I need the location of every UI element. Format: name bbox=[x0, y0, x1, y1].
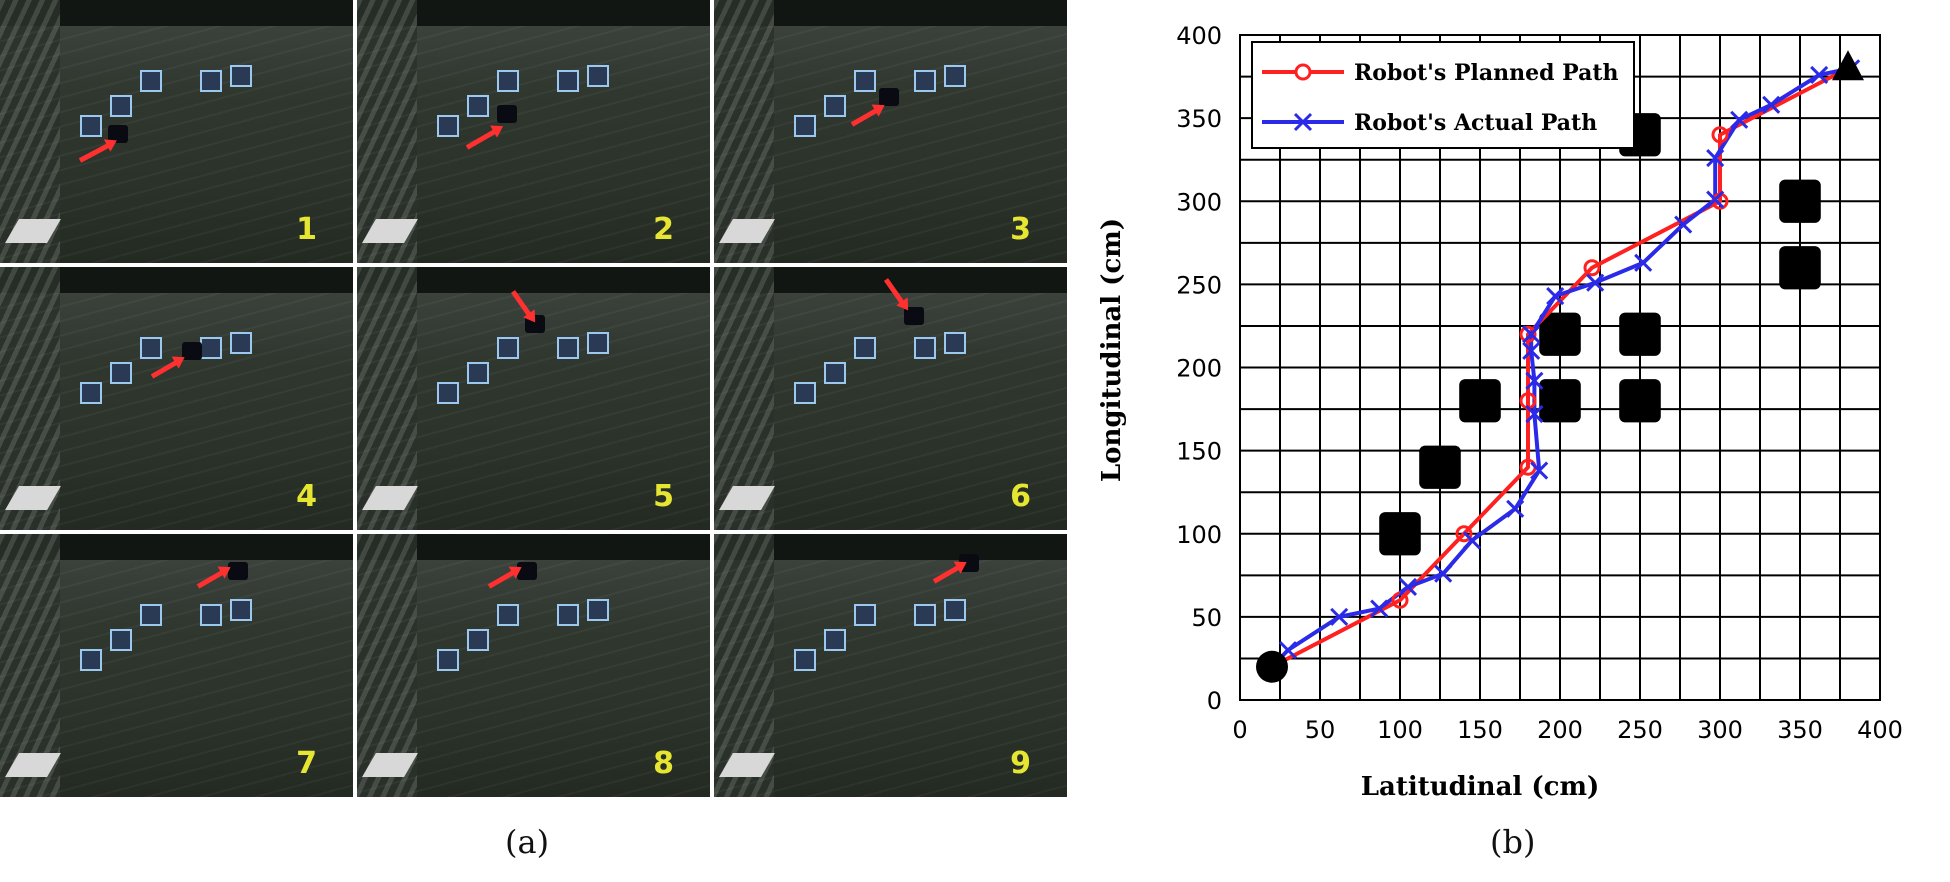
x-axis-label: Latitudinal (cm) bbox=[1361, 772, 1600, 800]
path-chart: 0 50 100 150 200 250 300 350 400 0 50 100 150 200 250 3… bbox=[1097, 22, 1903, 800]
frame-5: 5 bbox=[357, 267, 710, 530]
actual-point bbox=[1370, 599, 1389, 618]
planned-point bbox=[1455, 525, 1473, 543]
x-tick-label: 300 bbox=[1697, 716, 1743, 744]
actual-point bbox=[1810, 65, 1829, 84]
frame-2: 2 bbox=[357, 0, 710, 263]
legend-label-actual: Robot's Actual Path bbox=[1354, 110, 1597, 136]
actual-point bbox=[1525, 371, 1544, 390]
goal-marker bbox=[1832, 50, 1864, 81]
actual-point bbox=[1434, 564, 1453, 583]
x-tick-label: 0 bbox=[1232, 716, 1247, 744]
obstacle bbox=[1539, 379, 1581, 423]
actual-point bbox=[1462, 531, 1482, 550]
frame-number: 8 bbox=[653, 746, 674, 781]
frame-4: 4 bbox=[0, 267, 353, 530]
obstacle bbox=[1779, 179, 1821, 223]
frame-number: 3 bbox=[1010, 212, 1031, 247]
y-tick-label: 350 bbox=[1176, 105, 1222, 133]
actual-point bbox=[1730, 110, 1749, 129]
frame-number: 6 bbox=[1010, 479, 1031, 514]
caption-a: (a) bbox=[505, 823, 550, 861]
legend: Robot's Planned Path Robot's Actual Path bbox=[1251, 41, 1635, 149]
planned-point bbox=[1711, 126, 1729, 144]
frame-number: 2 bbox=[653, 212, 674, 247]
actual-point bbox=[1706, 148, 1725, 168]
actual-point bbox=[1762, 95, 1781, 114]
frame-9: 9 bbox=[714, 534, 1067, 797]
frame-6: 6 bbox=[714, 267, 1067, 530]
obstacle bbox=[1419, 445, 1461, 489]
caption-b: (b) bbox=[1490, 823, 1536, 861]
actual-point bbox=[1398, 577, 1418, 597]
x-tick-label: 400 bbox=[1857, 716, 1903, 744]
frame-number: 1 bbox=[296, 212, 317, 247]
obstacle bbox=[1779, 246, 1821, 290]
actual-point bbox=[1530, 461, 1549, 480]
x-tick-label: 100 bbox=[1377, 716, 1423, 744]
obstacle bbox=[1539, 312, 1581, 356]
frame-3: 3 bbox=[714, 0, 1067, 263]
legend-x-marker bbox=[1293, 112, 1313, 132]
frame-number: 7 bbox=[296, 746, 317, 781]
frame-number: 4 bbox=[296, 479, 317, 514]
actual-point bbox=[1546, 286, 1565, 306]
legend-label-planned: Robot's Planned Path bbox=[1354, 60, 1619, 86]
planned-point bbox=[1519, 325, 1537, 343]
actual-point bbox=[1506, 499, 1525, 518]
start-marker bbox=[1256, 650, 1288, 683]
obstacle bbox=[1619, 312, 1661, 356]
actual-point bbox=[1330, 607, 1349, 626]
series-line-planned bbox=[1271, 66, 1849, 669]
frame-7: 7 bbox=[0, 534, 353, 797]
frame-8: 8 bbox=[357, 534, 710, 797]
x-tick-label: 350 bbox=[1777, 716, 1823, 744]
x-tick-label: 200 bbox=[1537, 716, 1583, 744]
frame-1: 1 bbox=[0, 0, 353, 263]
y-tick-label: 150 bbox=[1176, 438, 1222, 466]
actual-point bbox=[1674, 215, 1693, 234]
y-tick-label: 100 bbox=[1176, 521, 1222, 549]
x-tick-label: 150 bbox=[1457, 716, 1503, 744]
y-tick-label: 250 bbox=[1176, 271, 1222, 299]
y-tick-label: 300 bbox=[1176, 188, 1222, 216]
frame-number: 5 bbox=[653, 479, 674, 514]
obstacle bbox=[1459, 379, 1501, 423]
planned-point bbox=[1583, 259, 1601, 277]
actual-point bbox=[1522, 341, 1541, 360]
obstacle bbox=[1379, 512, 1421, 556]
actual-point bbox=[1586, 273, 1605, 292]
y-tick-label: 50 bbox=[1191, 604, 1222, 632]
y-tick-label: 200 bbox=[1176, 355, 1222, 383]
y-axis-label: Longitudinal (cm) bbox=[1097, 218, 1127, 482]
photo-sequence-panel: 1 2 3 4 5 bbox=[0, 0, 1067, 800]
x-tick-label: 250 bbox=[1617, 716, 1663, 744]
y-tick-label: 400 bbox=[1176, 22, 1222, 50]
actual-point bbox=[1525, 404, 1544, 424]
actual-point bbox=[1706, 190, 1725, 209]
obstacle bbox=[1619, 379, 1661, 423]
frame-number: 9 bbox=[1010, 746, 1031, 781]
actual-point bbox=[1634, 253, 1653, 272]
actual-point bbox=[1522, 325, 1541, 344]
y-tick-label: 0 bbox=[1207, 687, 1222, 715]
x-tick-label: 50 bbox=[1305, 716, 1336, 744]
